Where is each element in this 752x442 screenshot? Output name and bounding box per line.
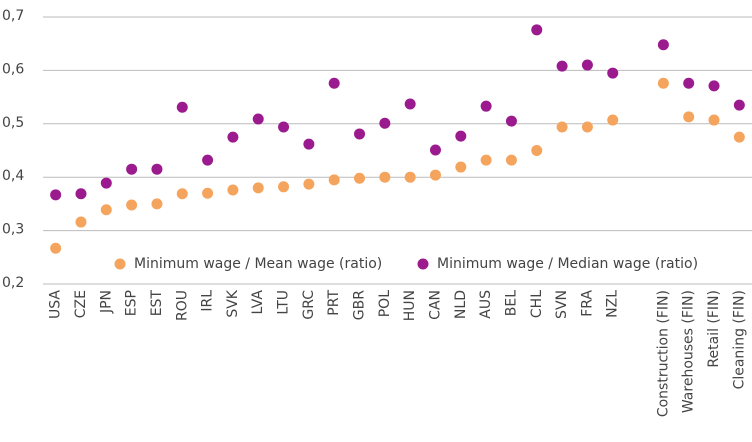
dot [278, 181, 290, 193]
x-tick-label: NZL [605, 290, 621, 318]
dot [607, 114, 619, 126]
y-tick-label: 0,5 [2, 115, 24, 131]
x-tick-label: Construction (FIN) [655, 290, 671, 417]
dot [176, 188, 188, 200]
x-tick-label: GRC [301, 290, 317, 320]
dot [733, 131, 745, 143]
dot [50, 242, 62, 254]
dot [531, 145, 543, 156]
y-tick-label: 0,6 [2, 61, 24, 77]
x-tick-label: Cleaning (FIN) [731, 290, 747, 389]
dot [708, 80, 720, 92]
x-tick-label: SVN [554, 290, 570, 319]
dot [733, 99, 745, 111]
dot [227, 184, 239, 196]
dot [252, 182, 264, 194]
dot [227, 131, 239, 143]
x-tick-label: CZE [73, 290, 89, 318]
x-tick-label: ESP [124, 290, 140, 316]
x-tick-label: CAN [427, 290, 443, 320]
legend-label: Minimum wage / Mean wage (ratio) [134, 256, 382, 272]
x-tick-label: EST [149, 290, 165, 317]
legend-label: Minimum wage / Median wage (ratio) [437, 256, 698, 272]
dot [202, 187, 214, 199]
dot [429, 169, 441, 181]
y-tick-label: 0,7 [2, 8, 24, 24]
dot [151, 163, 163, 175]
dot [126, 163, 138, 175]
dot [607, 67, 619, 79]
dot [531, 24, 543, 36]
x-tick-label: HUN [402, 290, 418, 321]
dot [202, 154, 214, 166]
x-tick-label: IRL [200, 290, 216, 312]
x-tick-label: FRA [579, 290, 595, 317]
dot [404, 171, 416, 183]
dot [657, 77, 669, 89]
dot [50, 189, 62, 201]
y-tick-label: 0,2 [2, 275, 24, 291]
dot [151, 198, 163, 210]
dot [455, 130, 467, 142]
x-tick-label: Retail (FIN) [706, 290, 722, 368]
dot [556, 60, 568, 72]
x-tick-label: USA [48, 290, 64, 319]
dot [75, 188, 87, 200]
dot [176, 101, 188, 113]
dot [278, 121, 290, 133]
x-tick-label: SVK [225, 289, 241, 317]
x-tick-label: CHL [529, 290, 545, 318]
x-tick-label: NLD [453, 290, 469, 319]
dot [581, 59, 593, 71]
dot [581, 121, 593, 133]
y-tick-label: 0,3 [2, 222, 24, 238]
dot [100, 177, 112, 189]
x-tick-label: POL [377, 290, 393, 317]
dot [404, 98, 416, 110]
dot [480, 154, 492, 166]
x-tick-label: BEL [503, 290, 519, 316]
dot [379, 171, 391, 183]
dot [505, 154, 517, 166]
dot [657, 39, 669, 51]
dot [455, 161, 467, 173]
x-tick-label: LTU [276, 290, 292, 315]
x-tick-label: Warehouses (FIN) [681, 290, 697, 413]
dot [328, 77, 340, 89]
dot [75, 216, 87, 228]
dot [100, 204, 112, 216]
y-tick-label: 0,4 [2, 168, 24, 184]
dot [354, 128, 366, 140]
dot [708, 114, 720, 126]
legend-marker [417, 258, 429, 270]
x-tick-label: ROU [174, 290, 190, 321]
dot [379, 117, 391, 129]
x-tick-label: LVA [250, 290, 266, 315]
dot [556, 121, 568, 133]
legend-marker [114, 258, 126, 270]
x-tick-label: GBR [352, 290, 368, 320]
dot [126, 199, 138, 211]
dot [303, 138, 315, 150]
dot [354, 172, 366, 184]
x-tick-label: AUS [478, 290, 494, 319]
dot [252, 113, 264, 125]
x-tick-label: JPN [98, 290, 114, 314]
dot [505, 115, 517, 127]
dot [683, 77, 695, 89]
dot [429, 144, 441, 156]
dot [480, 100, 492, 112]
dot [683, 111, 695, 123]
dot [328, 174, 340, 186]
dot [303, 178, 315, 190]
x-tick-label: PRT [326, 290, 342, 316]
